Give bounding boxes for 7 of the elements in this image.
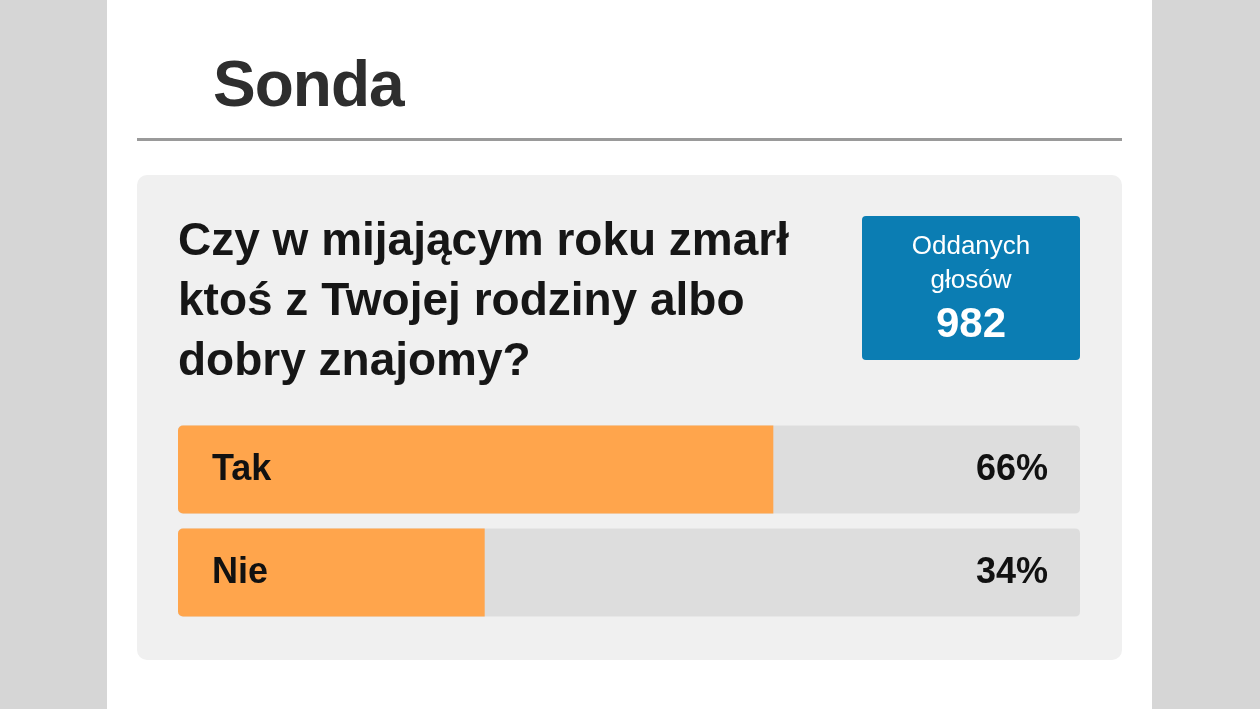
chart-subtitle: Czy w mijającym roku zmarł ktoś z Twojej rodziny albo dobry znajomy? (178, 212, 791, 387)
chart-title: Sonda (213, 47, 404, 122)
data-label: 66% (975, 447, 1048, 489)
info-box: Oddanych głosów 982 (862, 216, 1080, 360)
y-tick-label: Tak (212, 447, 273, 489)
y-tick-label: Nie (212, 550, 269, 592)
data-label: 34% (975, 550, 1048, 592)
